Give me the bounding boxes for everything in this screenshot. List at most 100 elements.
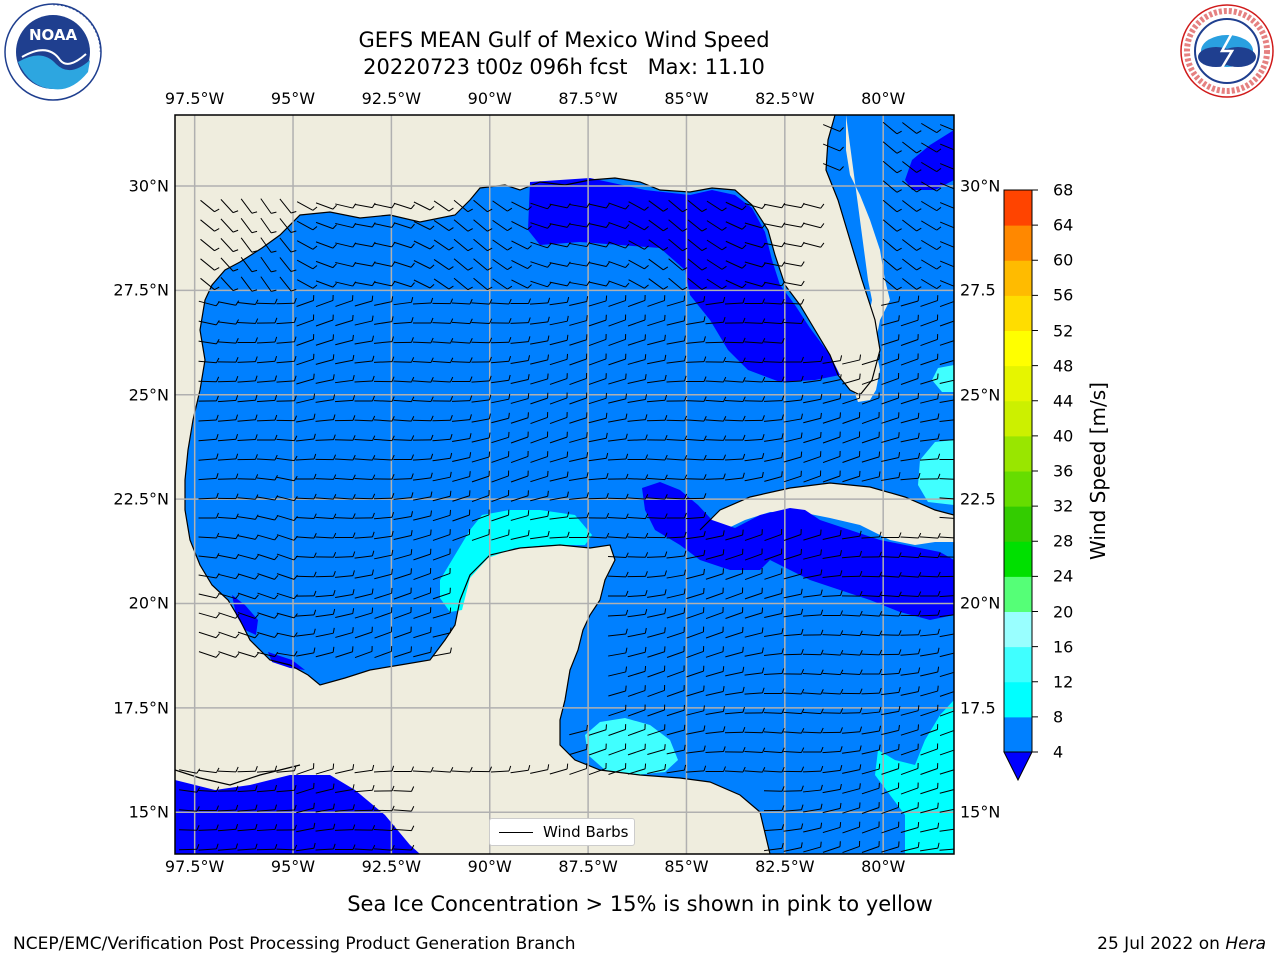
wind-barb (685, 396, 707, 402)
wind-barb (920, 802, 939, 814)
wind-barb (432, 396, 454, 402)
wind-barb (217, 766, 239, 773)
wind-barb (880, 552, 902, 558)
wind-barb (240, 276, 258, 292)
wind-barb (260, 217, 277, 234)
wind-barb (471, 318, 493, 325)
wind-barb (647, 314, 666, 327)
wind-barb (198, 433, 219, 442)
wind-barb (588, 452, 609, 462)
wind-barb (724, 766, 746, 773)
wind-barb (393, 296, 414, 306)
wind-barb (881, 412, 900, 424)
map-plot-area (175, 115, 954, 854)
wind-barb (939, 182, 954, 191)
wind-barb (685, 454, 707, 461)
wind-barb (335, 334, 354, 346)
wind-barb (666, 355, 687, 364)
wind-speed-field-cyan-east-1 (918, 440, 954, 505)
wind-barb (705, 357, 727, 363)
wind-barb (900, 314, 919, 327)
wind-barb (666, 493, 688, 500)
wind-barb (295, 590, 317, 597)
wind-barb (822, 841, 841, 853)
wind-barb (647, 334, 666, 346)
colorbar-segment (1004, 576, 1032, 612)
wind-barb (471, 529, 490, 541)
wind-barb (902, 258, 922, 271)
wind-barb (256, 317, 278, 324)
wind-barb (354, 395, 375, 402)
wind-barb (198, 631, 220, 639)
wind-barb (257, 534, 279, 541)
wind-barb (939, 378, 954, 385)
wind-barb (900, 743, 919, 756)
wind-barb (803, 222, 825, 229)
wind-barb (803, 393, 823, 404)
wind-barb (902, 180, 922, 193)
wind-barb (220, 257, 239, 272)
wind-barb (802, 727, 824, 734)
wind-barb (646, 394, 668, 403)
wind-barb (295, 609, 317, 617)
wind-barb (842, 745, 862, 754)
wind-barb (841, 688, 863, 695)
wind-barb (880, 610, 902, 617)
wind-barbs-legend: Wind Barbs (489, 818, 635, 846)
wind-barb (744, 607, 764, 619)
wind-barb (685, 765, 707, 773)
wind-barb (685, 356, 707, 363)
wind-barb (607, 590, 629, 597)
wind-barb (783, 375, 804, 383)
wind-barb (802, 689, 824, 695)
wind-barb (569, 724, 588, 736)
wind-barb (627, 665, 647, 678)
wind-barb (315, 241, 337, 249)
wind-barb (237, 318, 259, 324)
lat-label-left: 30°N (128, 176, 169, 196)
wind-barb (744, 338, 766, 344)
wind-barb (529, 297, 551, 305)
wind-barb (783, 568, 803, 580)
wind-barb (588, 743, 607, 756)
wind-barb (919, 453, 941, 461)
wind-barb (471, 470, 490, 483)
wind-barb (198, 612, 220, 619)
wind-barb (491, 470, 510, 483)
wind-barb (724, 337, 746, 344)
wind-barb (783, 766, 805, 773)
wind-barb (861, 763, 881, 775)
wind-barb (900, 552, 922, 559)
wind-barb (240, 198, 258, 214)
wind-barb (334, 513, 356, 519)
machine-name: Hera (1225, 934, 1266, 954)
wind-barb (315, 552, 337, 558)
wind-barb (882, 199, 902, 213)
wind-barb (706, 220, 727, 231)
wind-barb (217, 414, 239, 422)
wind-barb (588, 513, 610, 519)
wind-barb (334, 824, 356, 831)
wind-barb (412, 415, 434, 422)
wind-barb (783, 785, 804, 792)
wind-barb (724, 317, 746, 324)
wind-barb (549, 451, 569, 463)
wind-barb (783, 628, 804, 637)
wind-barb (900, 591, 922, 597)
wind-barb (413, 201, 435, 211)
wind-barb (256, 375, 278, 383)
colorbar (1003, 189, 1038, 782)
colorbar-segment (1004, 365, 1032, 402)
wind-barb (569, 353, 588, 366)
wind-barb (393, 357, 415, 363)
wind-barb (783, 299, 805, 305)
wind-barb (881, 687, 901, 696)
wind-barb (881, 472, 901, 482)
wind-barb (373, 416, 395, 422)
wind-barb (763, 786, 785, 792)
wind-barb (237, 843, 258, 851)
wind-barb (744, 587, 763, 600)
wind-barb (920, 842, 940, 852)
wind-barb (861, 841, 880, 853)
wind-barb (315, 513, 337, 520)
